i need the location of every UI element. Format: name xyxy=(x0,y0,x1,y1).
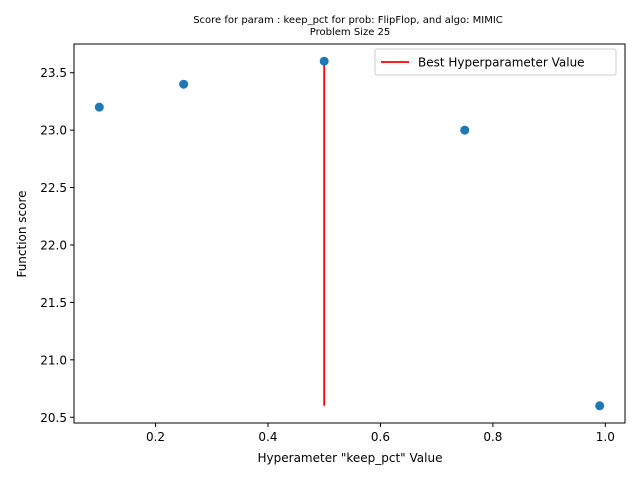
chart-title-line-2: Problem Size 25 xyxy=(310,27,391,38)
chart-title-line-1: Score for param : keep_pct for prob: Fli… xyxy=(193,15,503,26)
data-point xyxy=(319,56,329,66)
y-tick-label: 20.5 xyxy=(40,411,67,425)
legend: Best Hyperparameter Value xyxy=(374,48,617,76)
x-tick-label: 0.8 xyxy=(483,430,502,444)
plot-area: 0.2 0.4 0.6 0.8 1.0 20.5 21.0 21.5 22.0 22.5 23.0 2… xyxy=(40,56,615,444)
x-tick-label: 0.4 xyxy=(258,430,277,444)
y-tick-label: 21.0 xyxy=(40,353,67,367)
data-point xyxy=(595,401,605,411)
y-axis-label: Function score xyxy=(15,190,29,277)
x-tick-label: 0.2 xyxy=(146,430,165,444)
x-tick-label: 0.6 xyxy=(371,430,390,444)
data-point xyxy=(460,125,470,135)
data-point xyxy=(179,79,189,89)
chart-title: Score for param : keep_pct for prob: Fli… xyxy=(193,15,503,38)
y-tick-label: 23.5 xyxy=(40,66,67,80)
y-tick-label: 22.5 xyxy=(40,181,67,195)
plot-frame xyxy=(73,43,626,424)
legend-label-best-hyperparameter: Best Hyperparameter Value xyxy=(418,56,585,70)
data-point xyxy=(94,102,104,112)
x-axis-label: Hyperameter "keep_pct" Value xyxy=(258,451,443,465)
y-tick-label: 23.0 xyxy=(40,124,67,138)
x-tick-label: 1.0 xyxy=(596,430,615,444)
y-tick-label: 21.5 xyxy=(40,296,67,310)
y-tick-label: 22.0 xyxy=(40,238,67,252)
legend-box xyxy=(374,48,617,76)
